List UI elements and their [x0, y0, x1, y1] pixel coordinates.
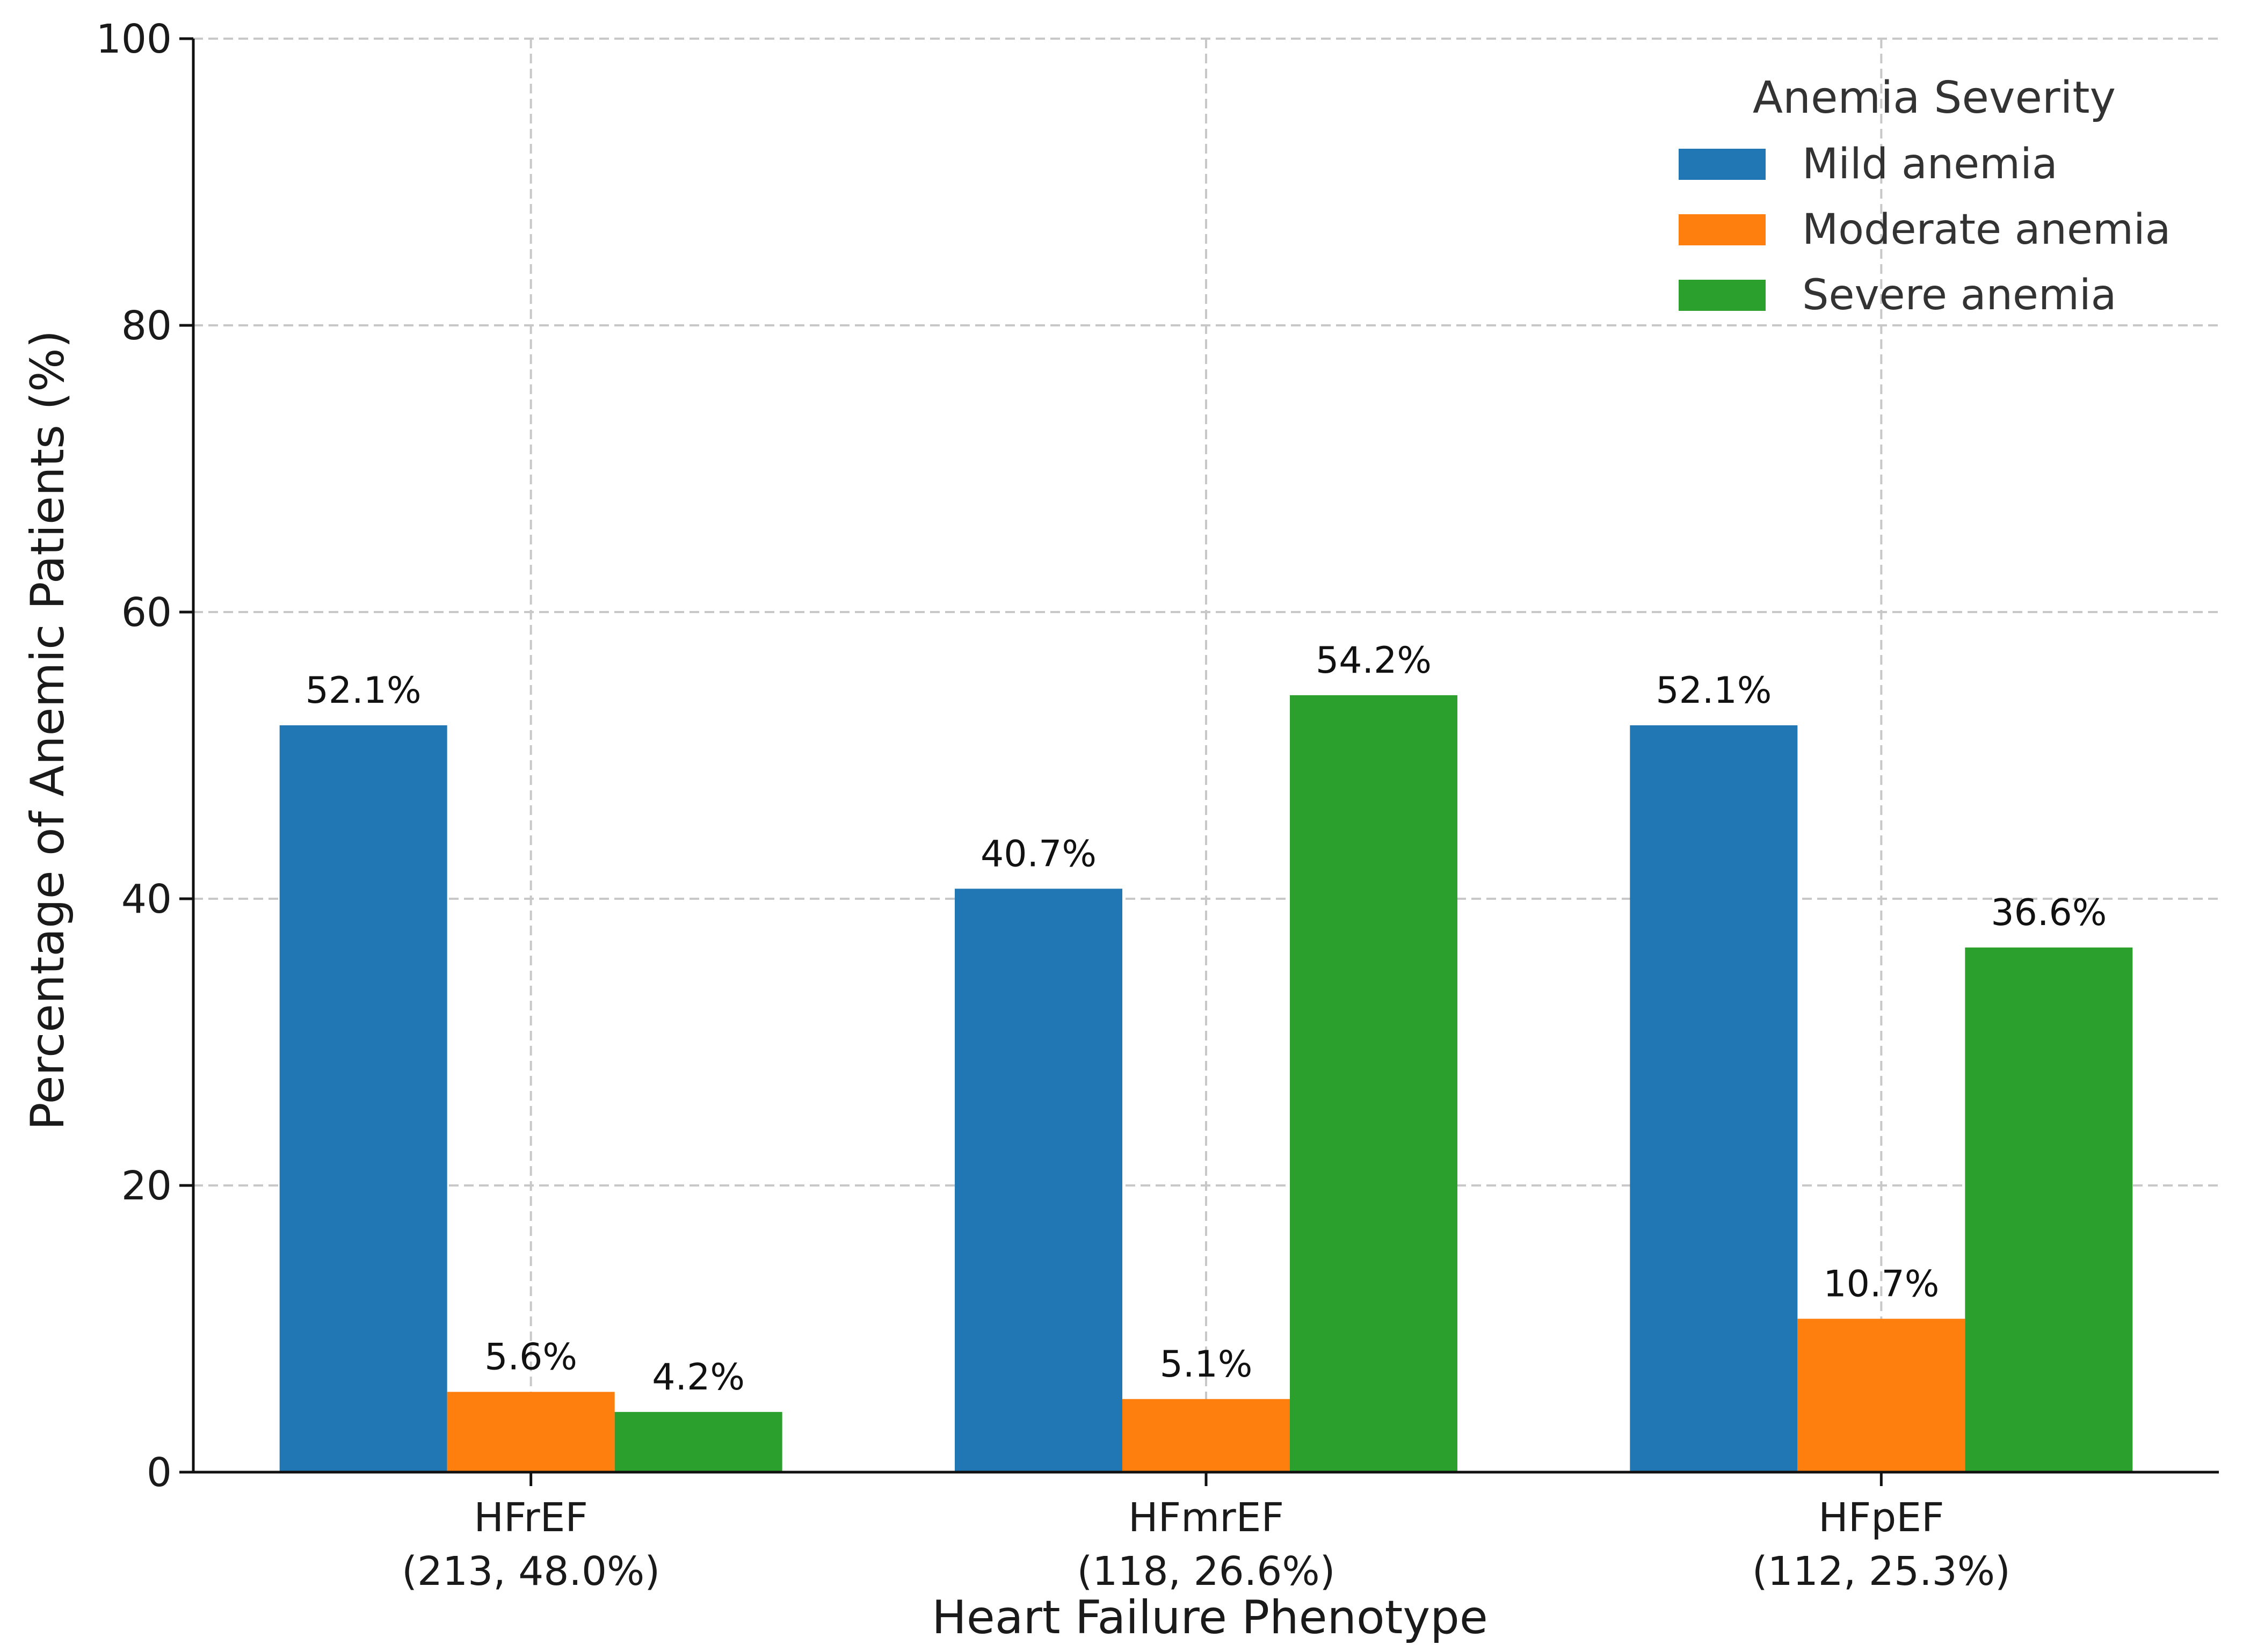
bar-mild-anemia: [955, 889, 1122, 1472]
bar-severe-anemia: [614, 1411, 782, 1472]
x-tick-sublabel: (118, 26.6%): [1077, 1548, 1335, 1595]
data-label: 5.1%: [1160, 1343, 1253, 1386]
data-label: 10.7%: [1823, 1263, 1939, 1305]
legend-swatch: [1679, 214, 1766, 245]
x-tick-label: HFrEF: [474, 1495, 588, 1541]
data-label: 36.6%: [1991, 892, 2107, 934]
y-axis-label: Percentage of Anemic Patients (%): [21, 330, 75, 1130]
data-labels: 52.1% 5.6% 4.2% 40.7% 5.1% 54.2% 52.1% 10.7% 36.…: [306, 639, 2107, 1399]
y-tick-label: 0: [147, 1450, 172, 1496]
gridlines: [193, 38, 2219, 1472]
data-label: 4.2%: [652, 1356, 745, 1399]
bar-mild-anemia: [279, 725, 447, 1472]
legend-swatch: [1679, 280, 1766, 311]
y-ticks: 0 20 40 60 80 100: [96, 16, 193, 1496]
data-label: 52.1%: [1656, 669, 1772, 712]
x-axis-label: Heart Failure Phenotype: [932, 1591, 1488, 1644]
y-tick-label: 60: [121, 590, 172, 636]
data-label: 40.7%: [981, 833, 1097, 875]
data-label: 5.6%: [484, 1336, 577, 1378]
legend-item-label: Severe anemia: [1802, 271, 2116, 319]
data-label: 54.2%: [1316, 639, 1432, 682]
bar-severe-anemia: [1290, 695, 1457, 1472]
bar-severe-anemia: [1965, 947, 2133, 1472]
x-tick-label: HFmrEF: [1128, 1495, 1284, 1541]
bar-moderate-anemia: [447, 1392, 615, 1472]
y-tick-label: 80: [121, 303, 172, 349]
bars: [279, 695, 2133, 1472]
bar-mild-anemia: [1630, 725, 1798, 1472]
data-label: 52.1%: [306, 669, 422, 712]
y-tick-label: 20: [121, 1163, 172, 1209]
legend-item-label: Mild anemia: [1802, 140, 2058, 188]
x-ticks: HFrEF (213, 48.0%) HFmrEF (118, 26.6%) HFpEF…: [402, 1472, 2011, 1595]
x-tick-sublabel: (213, 48.0%): [402, 1548, 660, 1595]
bar-moderate-anemia: [1122, 1399, 1290, 1472]
legend: Anemia Severity Mild anemia Moderate anem…: [1679, 72, 2171, 319]
bar-moderate-anemia: [1797, 1319, 1965, 1472]
x-tick-label: HFpEF: [1818, 1495, 1944, 1541]
y-tick-label: 40: [121, 876, 172, 922]
legend-title: Anemia Severity: [1753, 72, 2116, 123]
legend-item-label: Moderate anemia: [1802, 206, 2171, 254]
x-tick-sublabel: (112, 25.3%): [1752, 1548, 2011, 1595]
y-tick-label: 100: [96, 16, 172, 62]
legend-swatch: [1679, 149, 1766, 180]
